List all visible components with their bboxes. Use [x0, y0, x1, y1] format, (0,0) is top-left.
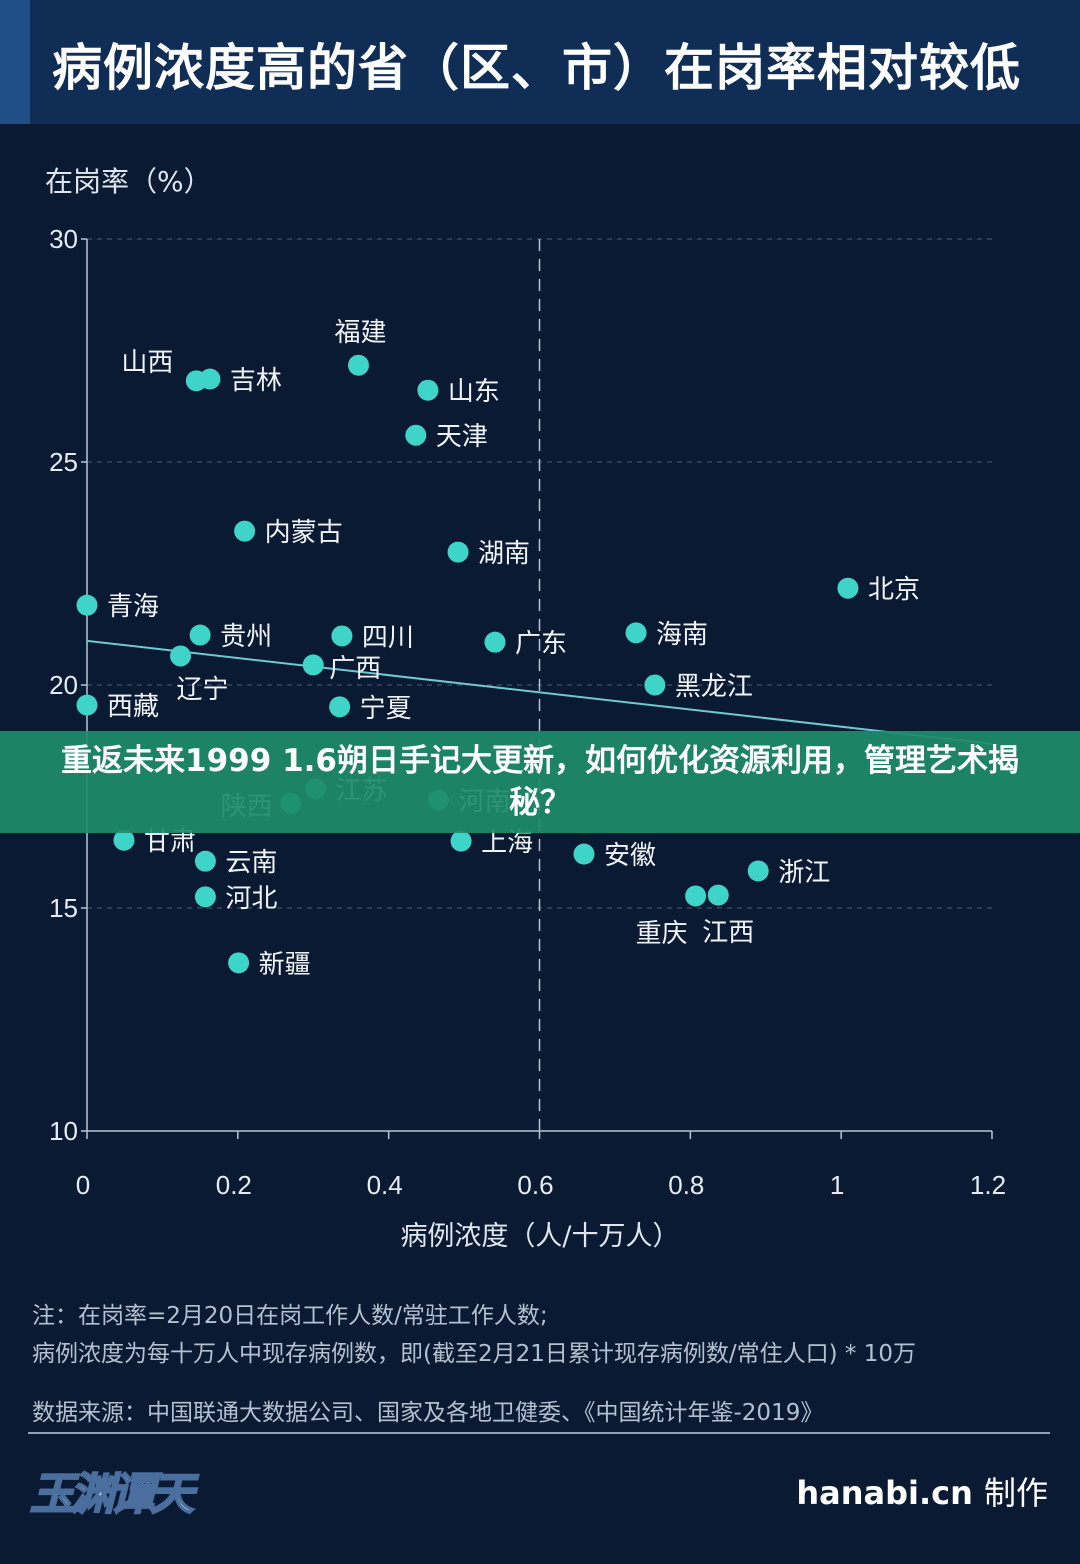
data-point: [76, 594, 98, 616]
point-label: 上海: [481, 828, 533, 858]
data-point: [76, 694, 98, 716]
point-label: 江西: [702, 918, 754, 948]
y-tick-label: 25: [49, 447, 78, 477]
x-tick-label: 1: [830, 1170, 844, 1200]
data-point: [331, 625, 353, 647]
point-label: 广西: [329, 654, 381, 684]
data-point: [625, 622, 647, 644]
point-label: 河北: [225, 884, 277, 914]
point-label: 青海: [107, 592, 159, 622]
point-label: 北京: [868, 575, 920, 605]
point-label: 黑龙江: [675, 672, 753, 702]
site-name: hanabi.cn: [796, 1474, 973, 1512]
point-label: 贵州: [220, 622, 272, 652]
point-label: 新疆: [259, 950, 311, 980]
note-line-2: 病例浓度为每十万人中现存病例数，即(截至2月21日累计现存病例数/常住人口) *…: [32, 1341, 916, 1367]
y-tick-label: 10: [49, 1116, 78, 1146]
trend-line: [86, 639, 993, 745]
data-point: [837, 577, 859, 599]
data-point: [573, 843, 595, 865]
y-tick-label: 30: [49, 224, 78, 254]
data-point: [747, 860, 769, 882]
data-point: [194, 850, 216, 872]
point-label: 安徽: [604, 841, 656, 871]
point-label: 海南: [656, 620, 708, 650]
data-point: [113, 829, 135, 851]
data-point: [405, 424, 427, 446]
point-label: 宁夏: [360, 694, 412, 724]
header-accent-stripe: [0, 0, 30, 124]
data-point: [417, 379, 439, 401]
point-label: 内蒙古: [265, 518, 343, 548]
data-point: [199, 368, 221, 390]
data-point: [348, 354, 369, 376]
data-point: [450, 830, 472, 852]
point-label: 重庆: [636, 919, 688, 949]
data-source: 数据来源：中国联通大数据公司、国家及各地卫健委、《中国统计年鉴-2019》: [32, 1400, 824, 1426]
x-tick-label: 1.2: [970, 1170, 1006, 1200]
point-label: 湖南: [478, 539, 530, 569]
point-label: 福建: [335, 318, 387, 348]
y-tick-label: 15: [49, 893, 78, 923]
data-point: [189, 624, 211, 646]
note-line-1: 注：在岗率=2月20日在岗工作人数/常驻工作人数;: [32, 1303, 548, 1329]
x-tick-label: 0.8: [668, 1170, 704, 1200]
point-label: 天津: [436, 422, 488, 452]
data-point: [484, 631, 506, 653]
data-point: [228, 952, 250, 974]
data-point: [329, 696, 351, 718]
point-label: 山东: [448, 377, 500, 407]
x-tick-label: 0.4: [367, 1170, 403, 1200]
x-tick-label: 0: [76, 1170, 90, 1200]
point-label: 吉林: [230, 366, 282, 396]
x-tick-label: 0.2: [216, 1170, 252, 1200]
data-point: [194, 886, 216, 908]
banner-text: 重返未来1999 1.6朔日手记大更新，如何优化资源利用，管理艺术揭秘？: [61, 743, 1019, 821]
made-label: 制作: [983, 1474, 1048, 1512]
x-tick-label: 0.6: [517, 1170, 553, 1200]
point-label: 四川: [362, 623, 414, 653]
data-point: [685, 885, 707, 907]
data-point: [302, 654, 324, 676]
data-point: [707, 884, 729, 906]
footer-divider: [28, 1432, 1050, 1434]
point-label: 西藏: [107, 692, 159, 722]
point-label: 广东: [515, 629, 567, 659]
point-label: 云南: [225, 848, 277, 878]
header: 病例浓度高的省（区、市）在岗率相对较低: [0, 0, 1080, 124]
logo: 玉渊谭天: [29, 1468, 195, 1521]
point-label: 浙江: [778, 858, 830, 888]
page-title: 病例浓度高的省（区、市）在岗率相对较低: [52, 39, 1021, 97]
point-label: 辽宁: [177, 675, 229, 705]
overlay-banner[interactable]: 重返未来1999 1.6朔日手记大更新，如何优化资源利用，管理艺术揭秘？: [0, 731, 1080, 833]
credit: hanabi.cn 制作: [796, 1468, 1048, 1514]
data-point: [234, 520, 256, 542]
x-axis-label: 病例浓度（人/十万人）: [400, 1221, 680, 1252]
y-tick-label: 20: [49, 670, 78, 700]
data-point: [170, 645, 192, 667]
data-point: [644, 674, 666, 696]
data-point: [447, 541, 469, 563]
y-axis-label: 在岗率（%）: [45, 165, 212, 198]
point-label: 山西: [121, 348, 173, 378]
